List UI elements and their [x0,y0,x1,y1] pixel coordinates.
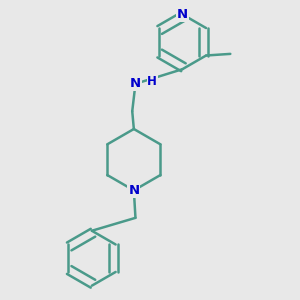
Text: N: N [177,8,188,21]
Text: N: N [130,77,141,90]
Text: H: H [147,75,157,88]
Text: N: N [128,184,140,197]
